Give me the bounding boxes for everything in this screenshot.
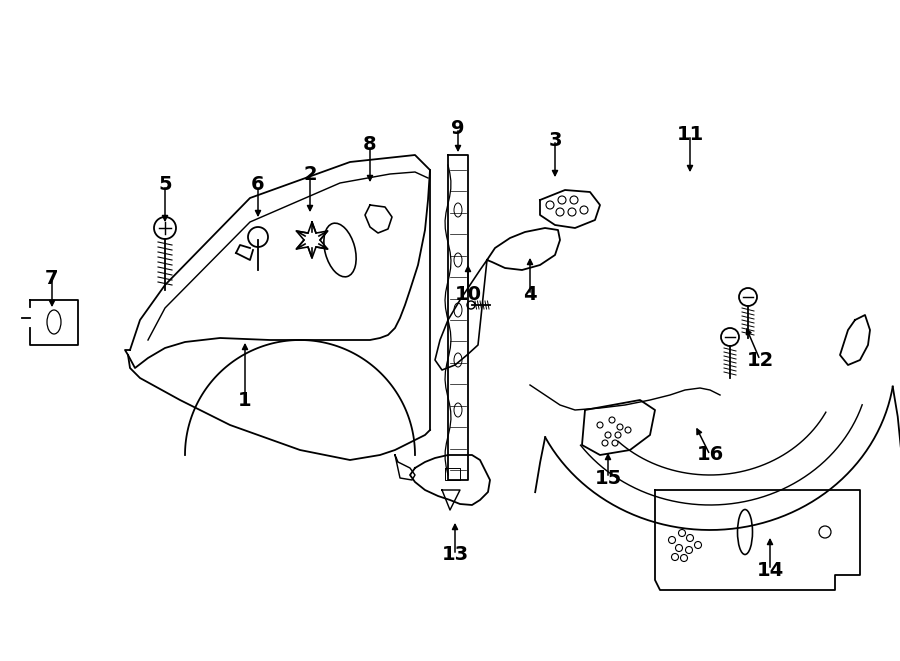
Text: 11: 11 xyxy=(677,126,704,145)
Text: 16: 16 xyxy=(697,446,724,465)
Text: 10: 10 xyxy=(454,286,482,305)
Text: 14: 14 xyxy=(756,561,784,580)
Text: 3: 3 xyxy=(548,130,562,149)
Text: 6: 6 xyxy=(251,176,265,194)
Text: 8: 8 xyxy=(364,136,377,155)
Text: 9: 9 xyxy=(451,118,464,137)
Text: 2: 2 xyxy=(303,165,317,184)
Text: 4: 4 xyxy=(523,286,536,305)
Text: 1: 1 xyxy=(238,391,252,410)
Text: 7: 7 xyxy=(45,268,58,288)
Text: 5: 5 xyxy=(158,176,172,194)
Text: 15: 15 xyxy=(594,469,622,488)
Text: 12: 12 xyxy=(746,350,774,369)
Text: 13: 13 xyxy=(441,545,469,564)
